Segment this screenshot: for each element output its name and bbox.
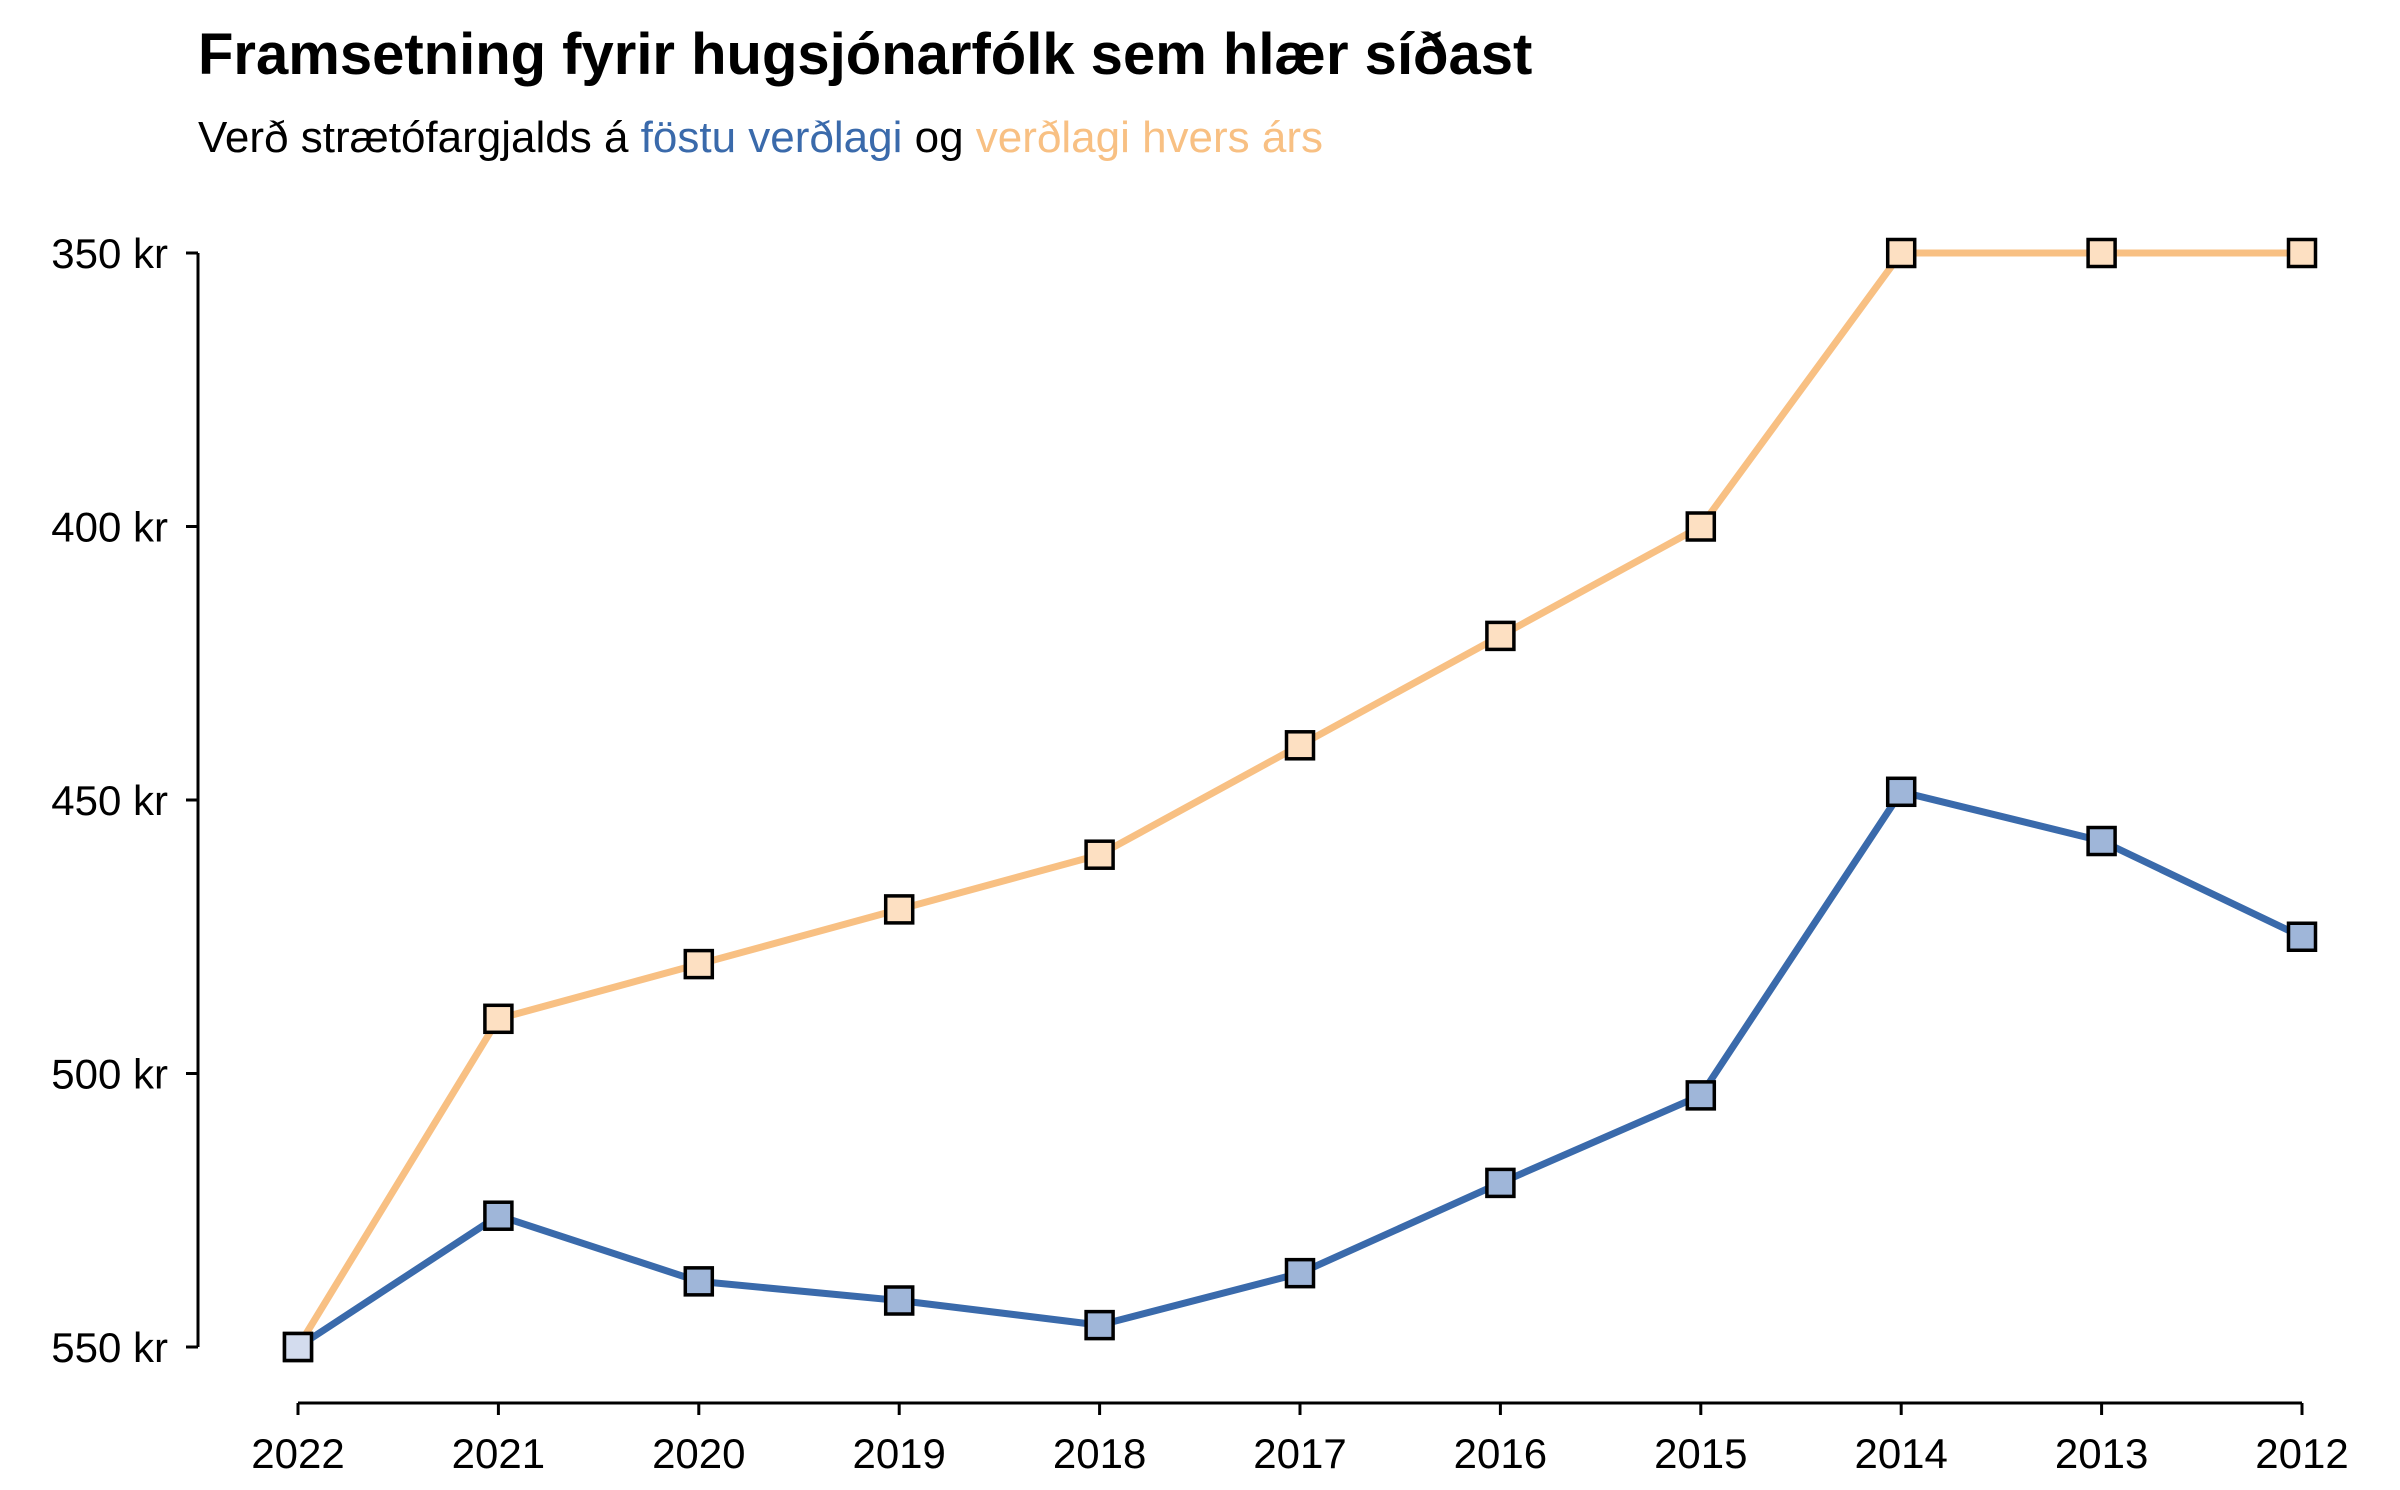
data-point-fixed bbox=[683, 1266, 715, 1297]
y-tick-label: 550 kr bbox=[51, 1324, 168, 1371]
y-tick-label: 500 kr bbox=[51, 1051, 168, 1098]
subtitle-series-fixed-price: föstu verðlagi bbox=[640, 113, 903, 162]
data-point-nominal bbox=[1284, 730, 1316, 761]
x-tick-label: 2012 bbox=[2255, 1430, 2348, 1477]
data-point-fixed bbox=[1084, 1309, 1115, 1341]
series-fixed bbox=[282, 776, 2318, 1363]
data-point-fixed bbox=[1485, 1167, 1516, 1199]
subtitle-series-nominal-price: verðlagi hvers árs bbox=[975, 113, 1324, 162]
series-layer bbox=[282, 237, 2318, 1363]
data-point-fixed bbox=[483, 1200, 514, 1231]
data-point-fixed bbox=[883, 1285, 915, 1316]
x-tick-label: 2019 bbox=[852, 1430, 945, 1477]
axes: 350 kr 400 kr 450 kr 500 kr 550 kr 2022 2021 20… bbox=[51, 230, 2348, 1477]
chart-title: Framsetning fyrir hugsjónarfólk sem hlær… bbox=[198, 22, 1533, 87]
data-point-fixed bbox=[1685, 1080, 1717, 1111]
x-tick-label: 2015 bbox=[1654, 1430, 1747, 1477]
data-point-nominal bbox=[1485, 620, 1516, 652]
subtitle-prefix: Verð strætófargjalds á bbox=[198, 113, 641, 162]
series-line-nominal bbox=[294, 249, 2306, 1351]
x-tick-label: 2022 bbox=[251, 1430, 344, 1477]
chart-subtitle: Verð strætófargjalds á föstu verðlagi og… bbox=[198, 110, 1323, 166]
data-point-fixed bbox=[282, 1331, 314, 1363]
x-tick-label: 2016 bbox=[1454, 1430, 1547, 1477]
data-point-nominal bbox=[1885, 237, 1917, 269]
y-tick-label: 350 kr bbox=[51, 230, 168, 277]
data-point-nominal bbox=[2086, 237, 2117, 269]
x-tick-label: 2021 bbox=[452, 1430, 545, 1477]
x-tick-label: 2018 bbox=[1053, 1430, 1146, 1477]
x-tick-label: 2020 bbox=[652, 1430, 745, 1477]
data-point-nominal bbox=[2286, 237, 2318, 269]
subtitle-middle: og bbox=[902, 113, 976, 162]
data-point-nominal bbox=[483, 1003, 514, 1035]
x-tick-label: 2014 bbox=[1854, 1430, 1947, 1477]
data-point-fixed bbox=[2286, 921, 2318, 952]
series-nominal bbox=[282, 237, 2318, 1363]
data-point-nominal bbox=[683, 948, 715, 980]
data-point-nominal bbox=[1084, 839, 1115, 870]
x-tick-label: 2013 bbox=[2055, 1430, 2148, 1477]
data-point-fixed bbox=[1284, 1257, 1316, 1289]
data-point-fixed bbox=[1885, 776, 1917, 808]
data-point-nominal bbox=[1685, 511, 1717, 542]
data-point-fixed bbox=[2086, 825, 2117, 857]
data-point-nominal bbox=[883, 894, 915, 925]
y-tick-label: 450 kr bbox=[51, 777, 168, 824]
y-tick-label: 400 kr bbox=[51, 504, 168, 551]
x-tick-label: 2017 bbox=[1253, 1430, 1346, 1477]
